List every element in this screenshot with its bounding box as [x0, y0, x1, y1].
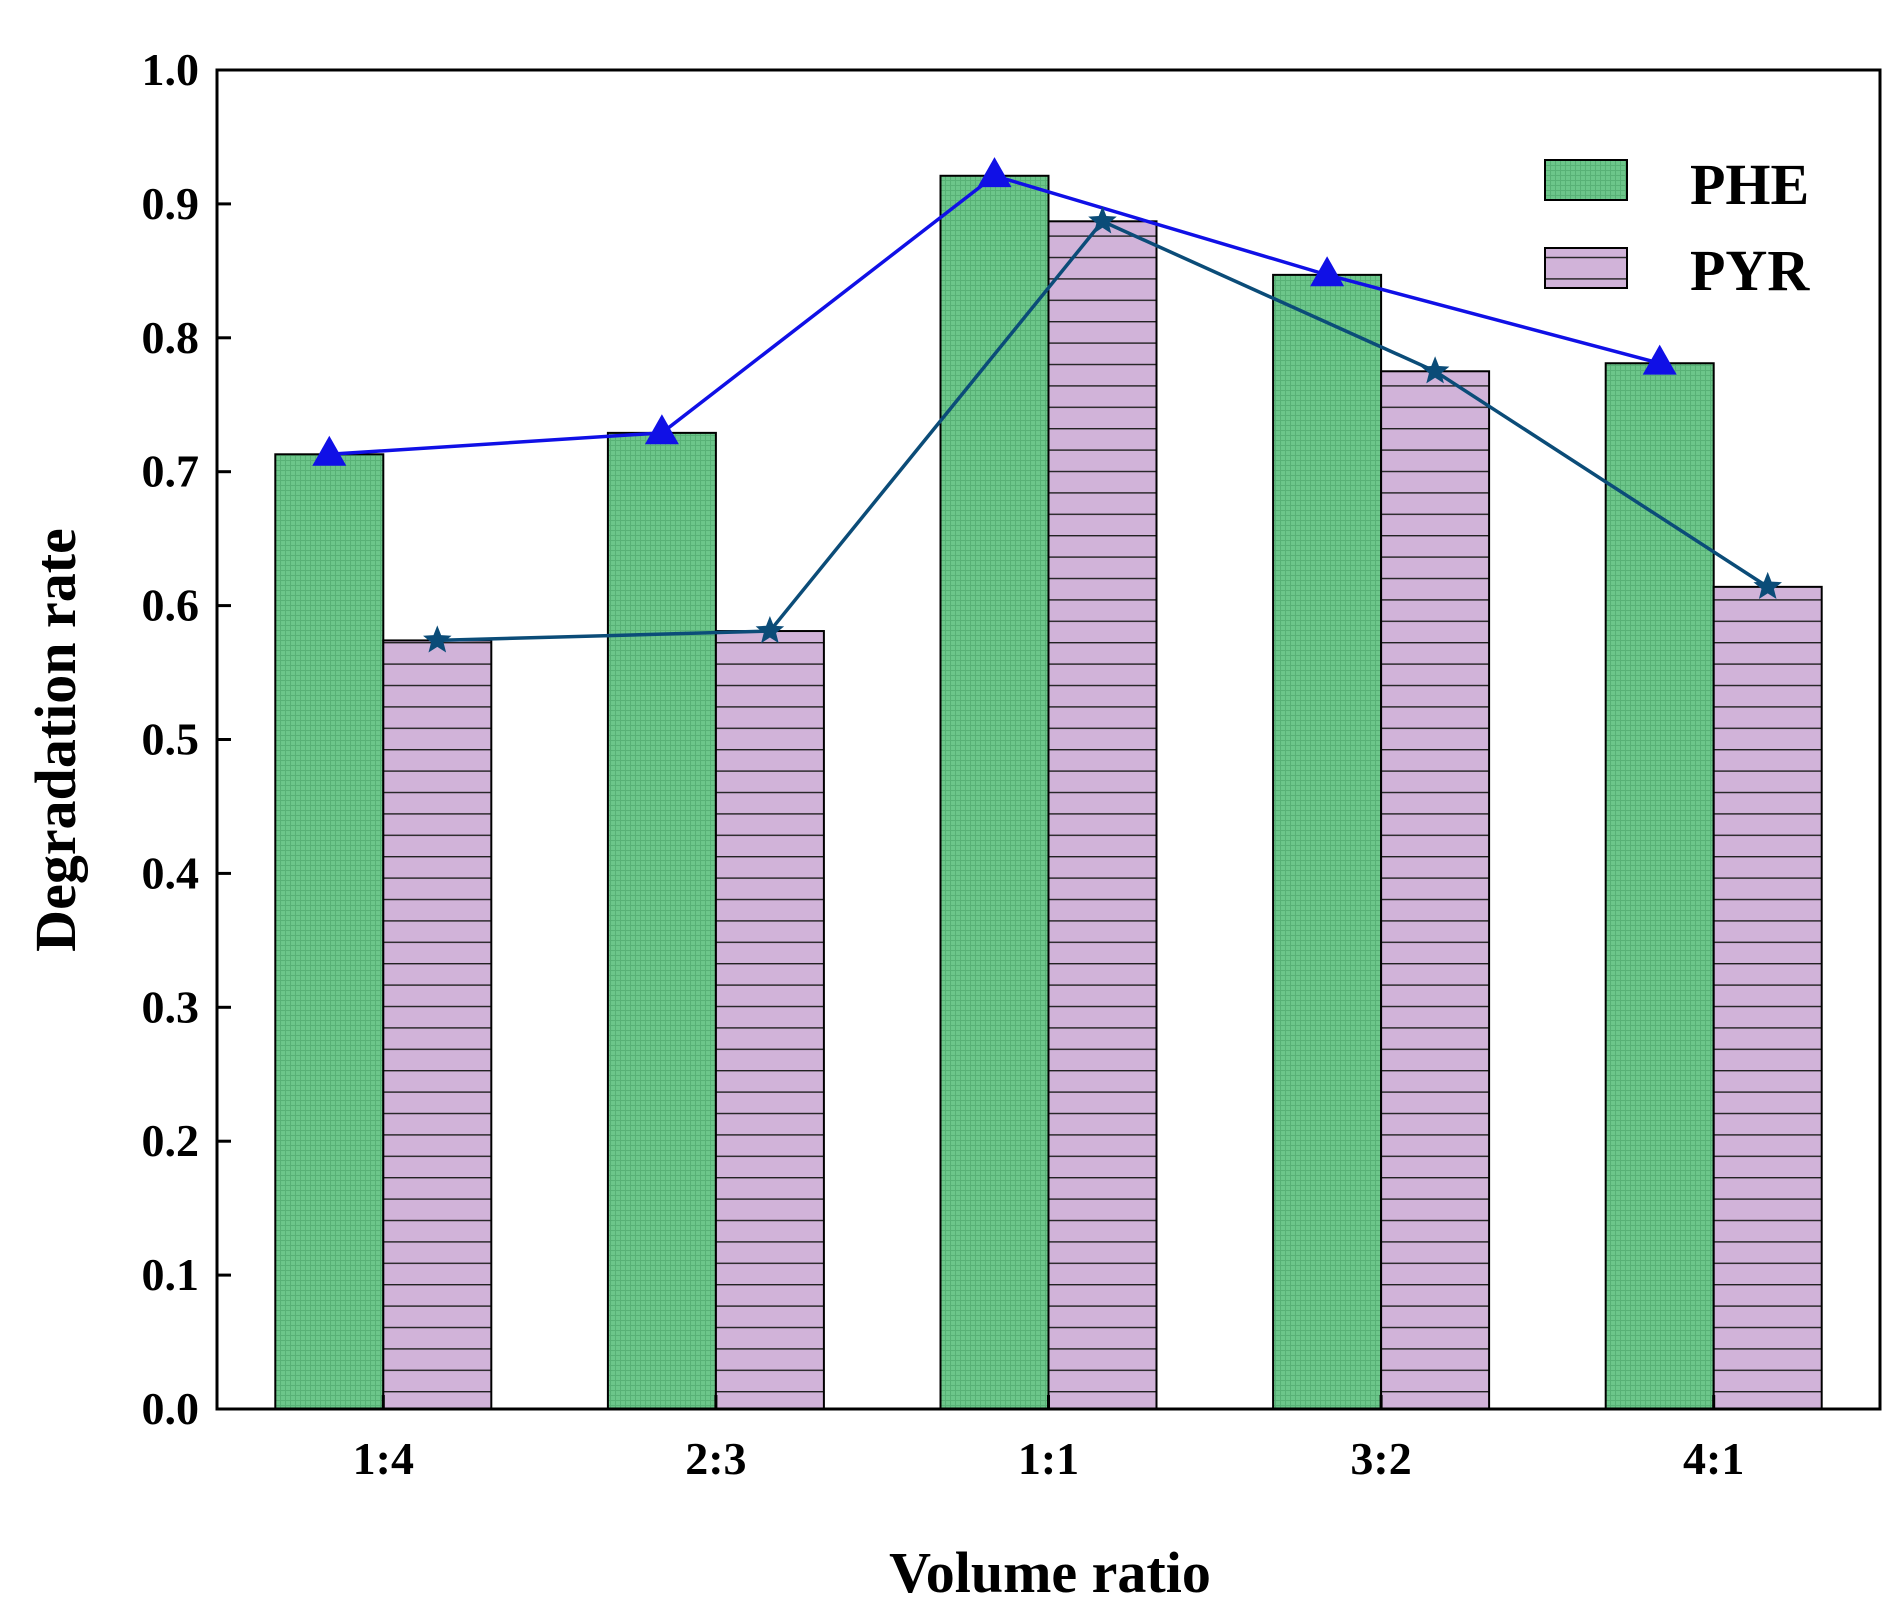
- marker-pyr-3: [1088, 206, 1117, 234]
- bar-phe-3: [939, 174, 1050, 1410]
- legend-swatch-phe: [1544, 159, 1628, 201]
- x-tick-label-1: 2:3: [685, 1433, 746, 1484]
- marker-pyr-1: [423, 625, 452, 653]
- marker-phe-1: [312, 435, 347, 466]
- x-tick-label-3: 3:2: [1350, 1433, 1411, 1484]
- legend: PHE PYR: [1544, 152, 1810, 303]
- x-tick-label-2: 1:1: [1018, 1433, 1079, 1484]
- bar-pyr-1: [382, 639, 493, 1410]
- y-tick-label-7: 0.7: [142, 446, 200, 497]
- bar-phe-1: [274, 453, 385, 1410]
- legend-label-pyr: PYR: [1690, 238, 1810, 303]
- marker-pyr-5: [1753, 571, 1782, 599]
- marker-pyr-4: [1420, 356, 1450, 384]
- y-tick-label-8: 0.8: [142, 312, 200, 363]
- y-tick-label-0: 0.0: [142, 1383, 200, 1434]
- ticks-layer: 0.0 0.1 0.2 0.3 0.4 0.5 0.6 0.7 0.8 0.9 1.0 1:4 2:3 1…: [142, 44, 1745, 1484]
- y-tick-label-1: 0.1: [142, 1249, 200, 1300]
- marker-pyr-2: [755, 616, 785, 644]
- y-tick-label-6: 0.6: [142, 580, 200, 631]
- y-tick-label-9: 0.9: [142, 178, 200, 229]
- bar-pyr-4: [1380, 370, 1491, 1410]
- y-tick-label-5: 0.5: [142, 714, 200, 765]
- y-tick-label-2: 0.2: [142, 1115, 200, 1166]
- x-tick-label-4: 4:1: [1683, 1433, 1744, 1484]
- bar-pyr-3: [1047, 220, 1158, 1410]
- bar-phe-4: [1272, 273, 1383, 1411]
- y-tick-label-10: 1.0: [142, 44, 200, 95]
- marker-phe-4: [1310, 256, 1345, 287]
- legend-label-phe: PHE: [1690, 152, 1809, 217]
- marker-phe-3: [977, 157, 1012, 188]
- x-axis-title: Volume ratio: [889, 1540, 1211, 1605]
- bar-pyr-2: [714, 630, 825, 1410]
- legend-swatch-pyr: [1544, 247, 1628, 289]
- lines-layer: [312, 157, 1782, 653]
- bar-phe-5: [1604, 362, 1715, 1411]
- x-tick-label-0: 1:4: [353, 1433, 414, 1484]
- bar-phe-2: [606, 431, 717, 1410]
- bar-pyr-5: [1712, 585, 1823, 1410]
- bars-layer: [274, 174, 1823, 1411]
- y-axis-title: Degradation rate: [23, 528, 88, 952]
- y-tick-label-3: 0.3: [142, 981, 200, 1032]
- marker-phe-2: [644, 414, 679, 445]
- marker-phe-5: [1642, 344, 1677, 375]
- y-tick-label-4: 0.4: [142, 847, 200, 898]
